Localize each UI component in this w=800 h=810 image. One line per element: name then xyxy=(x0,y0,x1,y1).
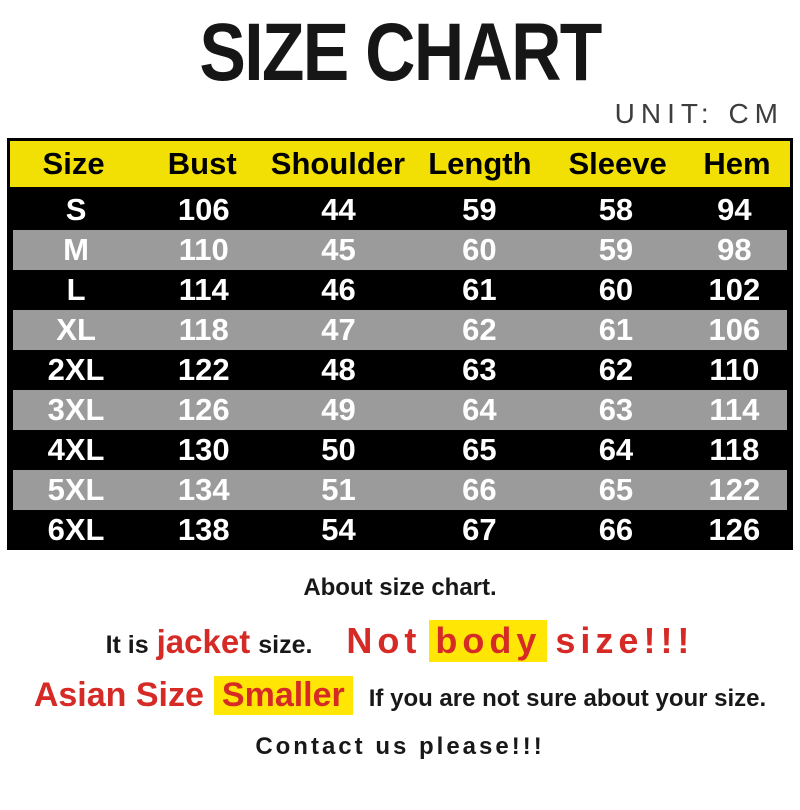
table-cell: 63 xyxy=(598,392,634,428)
header-cell-hem: Hem xyxy=(703,146,771,182)
table-cell: 66 xyxy=(598,512,634,548)
table-cell: 114 xyxy=(709,392,760,428)
note-asian-size: Asian Size xyxy=(33,676,204,715)
note-jacket-size-line: It is jacket size. Not body size!!! xyxy=(0,620,800,663)
unit-label: UNIT: CM xyxy=(614,98,784,130)
table-cell: 122 xyxy=(708,472,761,508)
table-cell: XL xyxy=(56,312,96,348)
table-cell: 98 xyxy=(717,232,752,268)
table-cell: 134 xyxy=(177,472,230,508)
header-cell-length: Length xyxy=(428,146,532,182)
table-cell: 118 xyxy=(709,432,760,468)
table-cell: 47 xyxy=(321,312,356,348)
table-cell: 51 xyxy=(321,472,356,508)
table-cell: 61 xyxy=(462,272,497,308)
table-cell: 118 xyxy=(178,312,229,348)
table-cell: 122 xyxy=(177,352,230,388)
size-chart-page: SIZE CHART UNIT: CM Size Bust Shoulder L… xyxy=(0,7,800,810)
table-cell: 62 xyxy=(462,312,497,348)
table-cell: 94 xyxy=(717,192,752,228)
table-cell: 61 xyxy=(598,312,634,348)
note-jacket-word: jacket xyxy=(156,623,251,661)
table-cell: M xyxy=(63,232,89,268)
table-row-3xl: 3XL 126 49 64 63 114 xyxy=(7,390,793,431)
table-cell: 4XL xyxy=(47,432,105,468)
table-cell: 58 xyxy=(598,192,634,228)
table-cell: 62 xyxy=(598,352,634,388)
size-table-header-row: Size Bust Shoulder Length Sleeve Hem xyxy=(7,138,793,191)
table-row-2xl: 2XL 122 48 63 62 110 xyxy=(7,350,793,391)
table-cell: 60 xyxy=(598,272,634,308)
table-cell: 126 xyxy=(708,512,761,548)
size-table: Size Bust Shoulder Length Sleeve Hem S 10… xyxy=(7,138,793,551)
table-cell: L xyxy=(66,272,86,308)
note-size-word: size. xyxy=(258,631,313,660)
table-cell: 59 xyxy=(462,192,497,228)
table-cell: 106 xyxy=(177,192,230,228)
table-cell: 48 xyxy=(321,352,356,388)
note-contact: Contact us please!!! xyxy=(255,733,545,761)
note-asian-size-line: Asian Size Smaller If you are not sure a… xyxy=(0,676,800,716)
table-row-6xl: 6XL 138 54 67 66 126 xyxy=(7,510,793,551)
table-cell: 44 xyxy=(321,192,356,228)
table-cell: 110 xyxy=(709,352,760,388)
table-cell: 6XL xyxy=(47,512,105,548)
table-cell: 3XL xyxy=(47,392,105,428)
table-row-m: M 110 45 60 59 98 xyxy=(7,230,793,271)
table-cell: 130 xyxy=(177,432,230,468)
table-cell: 138 xyxy=(177,512,230,548)
table-cell: 59 xyxy=(598,232,634,268)
header-cell-sleeve: Sleeve xyxy=(568,146,667,182)
table-row-4xl: 4XL 130 50 65 64 118 xyxy=(7,430,793,471)
table-cell: 102 xyxy=(708,272,761,308)
header-cell-bust: Bust xyxy=(167,146,237,182)
table-cell: 65 xyxy=(598,472,634,508)
size-table-body: S 106 44 59 58 94 M 110 45 60 59 98 L 114 46 61 60 102 XL 1… xyxy=(7,190,793,551)
note-not-sure: If you are not sure about your size. xyxy=(368,685,767,713)
table-cell: 50 xyxy=(321,432,356,468)
table-cell: 64 xyxy=(598,432,634,468)
table-cell: 126 xyxy=(177,392,230,428)
table-cell: 60 xyxy=(462,232,497,268)
table-row-xl: XL 118 47 62 61 106 xyxy=(7,310,793,351)
table-cell: 49 xyxy=(321,392,356,428)
note-about: About size chart. xyxy=(303,574,497,602)
table-cell: 5XL xyxy=(47,472,105,508)
header-cell-size: Size xyxy=(42,146,105,182)
table-cell: 106 xyxy=(708,312,761,348)
table-row-5xl: 5XL 134 51 66 65 122 xyxy=(7,470,793,511)
table-cell: 54 xyxy=(321,512,356,548)
table-cell: 2XL xyxy=(47,352,105,388)
note-size-exclaim: size!!! xyxy=(555,620,695,662)
table-cell: 64 xyxy=(462,392,497,428)
table-row-s: S 106 44 59 58 94 xyxy=(7,190,793,231)
table-cell: 67 xyxy=(462,512,497,548)
note-not-word: Not xyxy=(346,620,422,662)
table-cell: 63 xyxy=(462,352,497,388)
table-cell: 45 xyxy=(321,232,356,268)
table-row-l: L 114 46 61 60 102 xyxy=(7,270,793,311)
table-cell: 114 xyxy=(178,272,229,308)
note-body-word-highlighted: body xyxy=(429,620,548,663)
table-cell: S xyxy=(65,192,87,228)
table-cell: 65 xyxy=(462,432,497,468)
note-smaller-highlighted: Smaller xyxy=(213,676,353,716)
table-cell: 66 xyxy=(462,472,497,508)
header-cell-shoulder: Shoulder xyxy=(270,146,406,182)
page-title: SIZE CHART xyxy=(199,7,602,98)
table-cell: 46 xyxy=(321,272,356,308)
note-it-is: It is xyxy=(105,631,149,660)
table-cell: 110 xyxy=(178,232,229,268)
